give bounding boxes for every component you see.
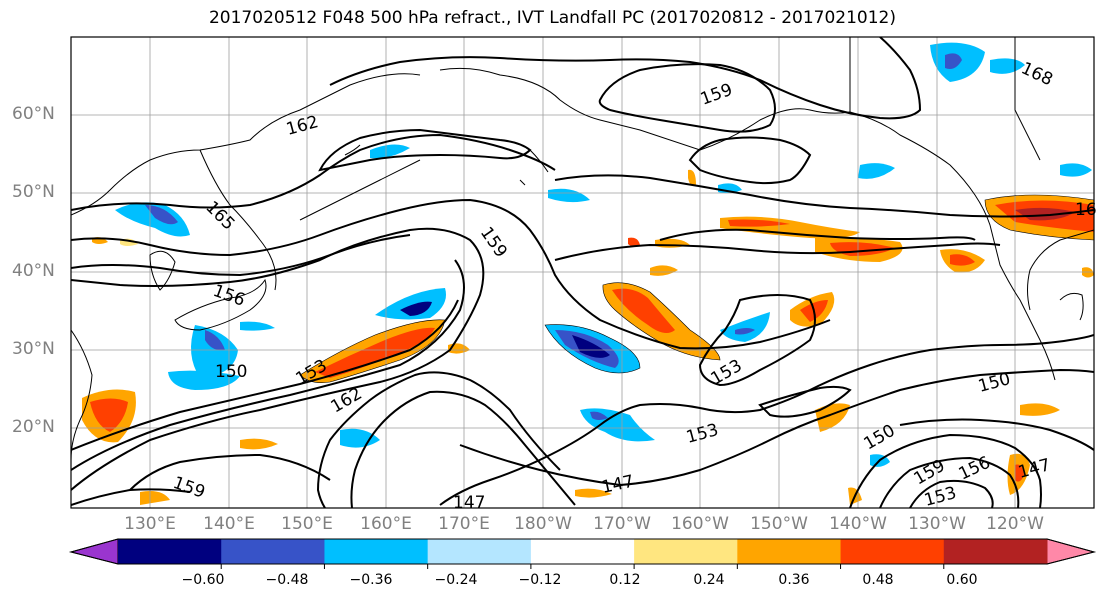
colorbar-segment (840, 539, 945, 564)
contour-label: 150 (215, 362, 247, 382)
gridlines (71, 37, 1094, 508)
colorbar-tick-label: 0.60 (946, 572, 978, 588)
lon-label: 120°W (986, 514, 1044, 534)
lat-label: 50°N (12, 182, 55, 202)
lon-label: 130°W (908, 514, 966, 534)
colorbar-extend-low (69, 538, 119, 565)
lon-label: 130°E (124, 514, 176, 534)
contour-label: 16 (1075, 200, 1097, 220)
lon-label: 160°W (671, 514, 729, 534)
lon-label: 150°E (281, 514, 333, 534)
lat-label: 40°N (12, 261, 55, 281)
colorbar (69, 538, 1096, 569)
lat-label: 30°N (12, 339, 55, 359)
colorbar-extend-high (1046, 538, 1096, 565)
colorbar-tick-label: −0.12 (518, 572, 562, 588)
colorbar-tick-label: −0.36 (349, 572, 393, 588)
colorbar-tick-label: 0.36 (778, 572, 810, 588)
lon-label: 150°W (750, 514, 808, 534)
colorbar-tick-label: −0.48 (265, 572, 309, 588)
lon-label: 140°E (203, 514, 255, 534)
colorbar-outline (69, 538, 1096, 565)
colorbar-tick-label: −0.60 (181, 572, 225, 588)
colorbar-segment (221, 539, 325, 564)
contours (71, 37, 1094, 508)
anomaly-shading (82, 42, 1094, 505)
coastlines (71, 37, 1094, 461)
map-background (71, 37, 1094, 508)
map-frame (70, 36, 1095, 509)
colorbar-segment (634, 539, 738, 564)
colorbar-segment (427, 539, 532, 564)
colorbar-segment (530, 539, 635, 564)
patch-outlines (299, 194, 1094, 383)
lat-label: 20°N (12, 417, 55, 437)
colorbar-tick-label: 0.24 (693, 572, 725, 588)
colorbar-segment (943, 539, 1048, 564)
contour-label: 147 (453, 493, 485, 513)
colorbar-tick-label: 0.48 (862, 572, 894, 588)
lon-label: 170°W (593, 514, 651, 534)
colorbar-segment (324, 539, 429, 564)
colorbar-tick-label: 0.12 (609, 572, 641, 588)
colorbar-segment (118, 539, 222, 564)
lon-label: 140°W (829, 514, 887, 534)
lon-label: 160°E (360, 514, 412, 534)
lat-label: 60°N (12, 104, 55, 124)
colorbar-tick-label: −0.24 (434, 572, 478, 588)
lon-label: 170°E (438, 514, 490, 534)
map-content (71, 37, 1094, 508)
lon-label: 180°W (514, 514, 572, 534)
colorbar-segment (737, 539, 842, 564)
map-title: 2017020512 F048 500 hPa refract., IVT La… (208, 8, 896, 28)
